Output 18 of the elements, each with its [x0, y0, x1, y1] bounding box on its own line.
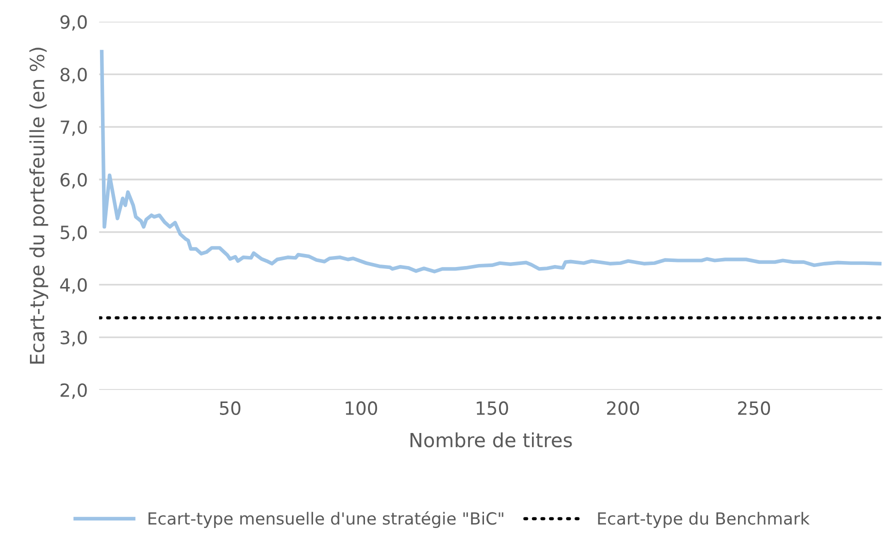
y-tick-label: 7,0	[60, 120, 87, 136]
y-axis-title: Ecart-type du portefeuille (en %)	[29, 48, 48, 364]
y-tick-label: 6,0	[60, 172, 87, 188]
y-tick-label: 5,0	[60, 226, 87, 242]
y-tick-label: 2,0	[60, 383, 87, 399]
x-tick-label: 100	[346, 401, 378, 415]
x-tick-label: 150	[476, 401, 508, 415]
x-tick-label: 250	[738, 401, 770, 415]
x-axis-title: Nombre de titres	[410, 432, 572, 448]
y-tick-label: 8,0	[60, 68, 87, 84]
y-tick-label: 9,0	[60, 15, 87, 31]
y-tick-label: 3,0	[60, 330, 87, 346]
y-tick-label: 4,0	[60, 278, 87, 294]
x-tick-label: 200	[607, 401, 640, 415]
line-series	[100, 50, 882, 274]
x-tick-label: 50	[220, 401, 240, 415]
legend-label: Ecart-type du Benchmark	[598, 512, 810, 528]
legend-label: Ecart-type mensuelle d'une stratégie "BiC"	[148, 511, 504, 528]
